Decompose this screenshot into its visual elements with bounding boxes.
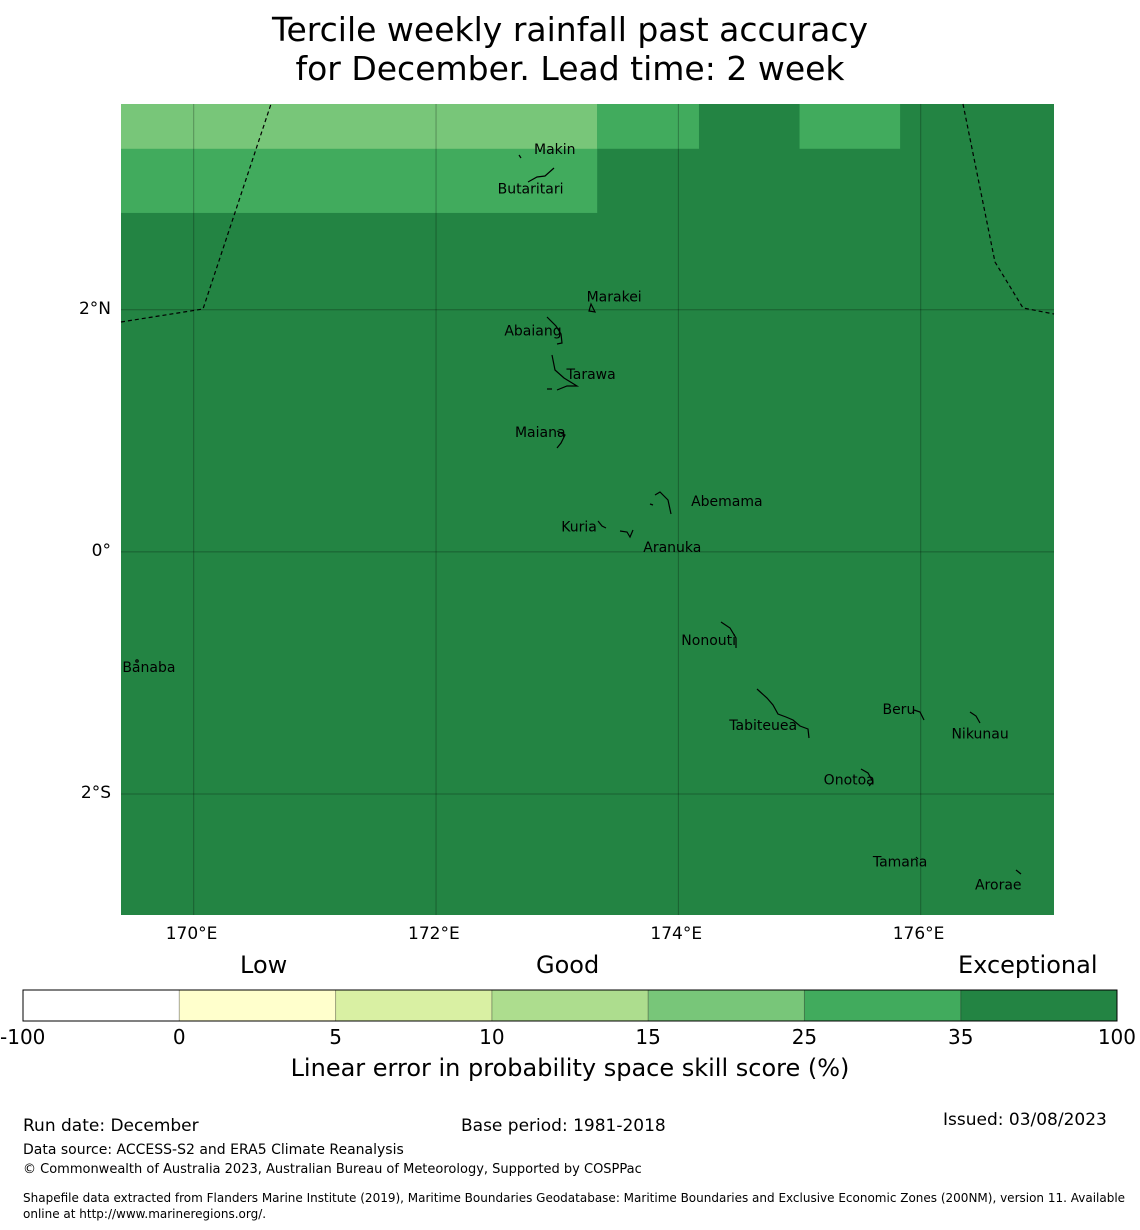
y-tick-label: 0° <box>91 540 111 561</box>
abemama-outline <box>654 491 672 515</box>
abaiang-outline <box>546 316 563 345</box>
colorbar-segment-2 <box>335 990 492 1021</box>
island-label-nonouti: Nonouti <box>681 633 736 649</box>
abemama-islet <box>649 503 654 506</box>
colorbar-label: Linear error in probability space skill … <box>290 1054 850 1082</box>
colorbar-frame <box>22 989 1118 1022</box>
skill-cells <box>121 104 901 213</box>
colorbar-segment-3 <box>491 990 649 1021</box>
onotoa-outline <box>860 768 874 787</box>
x-tick-label: 170°E <box>165 924 218 944</box>
title-line-2: for December. Lead time: 2 week <box>295 49 845 88</box>
skill-cell-2 <box>597 104 699 149</box>
marakei-outline <box>588 302 597 313</box>
copyright: © Commonwealth of Australia 2023, Austra… <box>23 1162 642 1177</box>
colorbar-tick-label: 0 <box>172 1025 186 1049</box>
colorbar-segment-1 <box>179 990 336 1021</box>
tamana-outline <box>915 856 919 860</box>
island-outlines <box>135 154 1022 875</box>
eez-boundary-east <box>962 103 1055 315</box>
island-labels: Makin Butaritari Marakei Abaiang Tarawa Maian… <box>122 142 1021 894</box>
colorbar <box>22 989 1118 1022</box>
x-tick-label: 176°E <box>892 924 945 944</box>
base-period: Base period: 1981-2018 <box>461 1116 666 1136</box>
island-label-arorae: Arorae <box>975 878 1022 894</box>
category-low: Low <box>240 951 288 979</box>
tarawa-outline <box>551 354 580 391</box>
shapefile-credit-line-1: Shapefile data extracted from Flanders M… <box>23 1191 1126 1205</box>
y-tick-label: 2°S <box>80 782 111 803</box>
data-source: Data source: ACCESS-S2 and ERA5 Climate … <box>23 1142 404 1158</box>
colorbar-segment-5 <box>804 990 961 1021</box>
eez-boundary <box>120 103 1055 323</box>
colorbar-tick-label: 15 <box>635 1025 661 1049</box>
y-tick-label: 2°N <box>78 298 111 319</box>
island-label-aranuka: Aranuka <box>643 540 701 556</box>
island-label-abaiang: Abaiang <box>504 323 561 339</box>
island-label-onotoa: Onotoa <box>824 772 875 788</box>
graticule <box>121 104 1054 915</box>
colorbar-segment-0 <box>23 990 180 1021</box>
nonouti-outline <box>720 621 737 648</box>
colorbar-tick-label: 5 <box>329 1025 342 1049</box>
colorbar-tick-label: 35 <box>947 1025 974 1049</box>
category-exceptional: Exceptional <box>958 951 1098 979</box>
colorbar-tick-label: 25 <box>791 1025 818 1049</box>
butaritari-outline <box>527 167 555 183</box>
island-label-makin: Makin <box>534 142 576 158</box>
category-good: Good <box>536 951 600 979</box>
island-label-nikunau: Nikunau <box>951 726 1008 742</box>
colorbar-tick-label: 100 <box>1097 1025 1136 1049</box>
colorbar-tick-label: -100 <box>0 1025 46 1049</box>
beru-outline <box>913 709 925 721</box>
kuria-outline <box>597 520 607 529</box>
colorbar-tick-label: 10 <box>479 1025 505 1049</box>
makin-outline <box>518 154 522 159</box>
nikunau-outline <box>969 711 981 724</box>
island-label-kuria: Kuria <box>561 519 597 535</box>
island-label-marakei: Marakei <box>587 289 642 305</box>
issued-date: Issued: 03/08/2023 <box>943 1110 1107 1130</box>
island-label-tarawa: Tarawa <box>566 367 616 383</box>
island-label-abemama: Abemama <box>691 494 763 510</box>
x-tick-label: 174°E <box>650 924 703 944</box>
island-label-tamana: Tamana <box>872 855 927 871</box>
island-label-beru: Beru <box>882 702 915 718</box>
eez-boundary-west <box>120 103 272 323</box>
banaba-outline <box>135 659 139 663</box>
tabiteuea-outline <box>756 688 810 739</box>
x-tick-label: 172°E <box>408 924 460 944</box>
arorae-outline <box>1015 869 1022 875</box>
island-label-banaba: Banaba <box>122 660 175 676</box>
skill-cell-1 <box>121 104 598 149</box>
map-title: Tercile weekly rainfall past accuracy fo… <box>0 10 1140 88</box>
maiana-outline <box>556 430 566 449</box>
shapefile-credit-line-2: online at http://www.marineregions.org/. <box>23 1207 267 1221</box>
island-label-maiana: Maiana <box>515 425 566 441</box>
aranuka-outline <box>619 529 634 539</box>
skill-cell-3 <box>799 104 901 149</box>
map-background <box>121 104 1054 915</box>
colorbar-segment-6 <box>960 990 1117 1021</box>
island-label-butaritari: Butaritari <box>498 182 564 198</box>
island-label-tabiteuea: Tabiteuea <box>728 718 797 734</box>
title-line-1: Tercile weekly rainfall past accuracy <box>271 10 869 49</box>
run-date: Run date: December <box>23 1116 199 1136</box>
colorbar-segment-4 <box>648 990 805 1021</box>
